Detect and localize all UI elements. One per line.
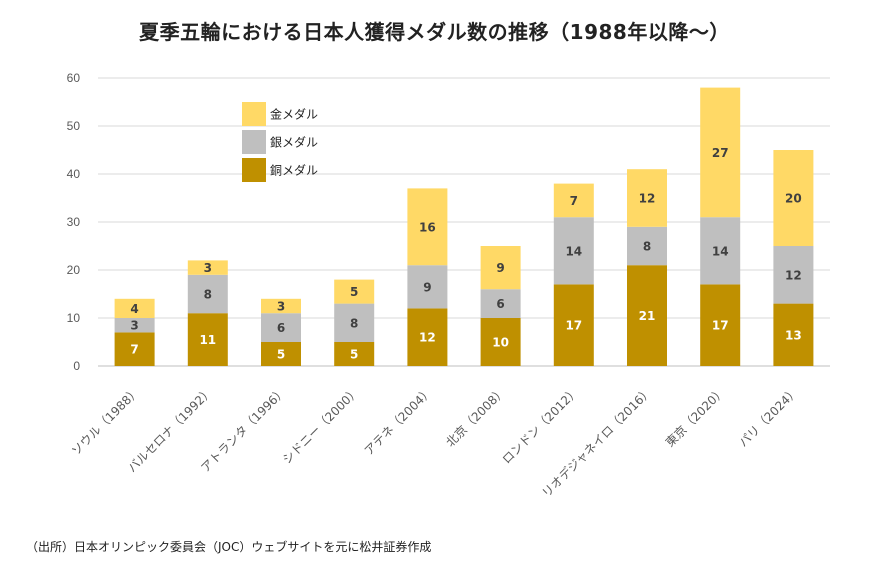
data-label: 7 bbox=[130, 343, 138, 357]
data-label: 8 bbox=[643, 240, 651, 254]
bar-segment bbox=[407, 188, 448, 266]
data-label: 10 bbox=[492, 336, 509, 350]
data-label: 8 bbox=[350, 316, 358, 330]
bar-segment bbox=[773, 246, 814, 304]
bar-segment bbox=[773, 150, 814, 246]
bar-segment bbox=[114, 332, 155, 366]
bar-segment bbox=[627, 226, 667, 266]
bar-segment bbox=[553, 183, 594, 218]
legend-swatch bbox=[242, 102, 266, 126]
data-label: 3 bbox=[130, 319, 138, 333]
bar-segment bbox=[480, 289, 521, 318]
data-label: 9 bbox=[496, 261, 504, 275]
data-label: 4 bbox=[130, 302, 138, 316]
data-label: 13 bbox=[785, 328, 802, 342]
bar-segment bbox=[627, 169, 667, 227]
data-label: 14 bbox=[712, 244, 729, 258]
legend-label: 金メダル bbox=[270, 107, 318, 122]
data-label: 8 bbox=[204, 288, 212, 302]
x-tick-label: シドニー（2000） bbox=[280, 384, 362, 466]
data-label: 11 bbox=[199, 333, 216, 347]
data-label: 17 bbox=[712, 319, 729, 333]
data-label: 5 bbox=[277, 348, 285, 362]
data-label: 12 bbox=[785, 268, 802, 282]
bar-segment bbox=[627, 265, 667, 366]
chart-title: 夏季五輪における日本人獲得メダル数の推移（1988年以降～） bbox=[139, 20, 730, 44]
bar-segment bbox=[700, 284, 741, 366]
bar-segment bbox=[334, 342, 375, 366]
data-label: 3 bbox=[277, 300, 285, 314]
y-tick-label: 10 bbox=[67, 311, 81, 325]
bar-segment bbox=[480, 246, 521, 290]
bar-segment bbox=[187, 274, 228, 314]
bar-segment bbox=[553, 284, 594, 366]
bar-segment bbox=[553, 217, 594, 285]
y-tick-label: 40 bbox=[67, 167, 81, 181]
bar-segment bbox=[261, 313, 301, 342]
data-label: 7 bbox=[570, 194, 578, 208]
x-tick-label: アテネ（2004） bbox=[362, 384, 436, 458]
bar-segment bbox=[700, 87, 741, 218]
data-label: 6 bbox=[277, 321, 285, 335]
data-label: 3 bbox=[204, 261, 212, 275]
bar-segment bbox=[187, 260, 228, 275]
bar-segment bbox=[187, 313, 228, 366]
bar-segment bbox=[407, 308, 448, 366]
bar-segment bbox=[773, 303, 814, 366]
data-label: 5 bbox=[350, 285, 358, 299]
data-label: 20 bbox=[785, 192, 802, 206]
data-label: 16 bbox=[419, 220, 436, 234]
bar-segment bbox=[334, 303, 375, 342]
data-label: 17 bbox=[565, 319, 582, 333]
source-note: （出所）日本オリンピック委員会（JOC）ウェブサイトを元に松井証券作成 bbox=[26, 540, 432, 554]
data-label: 14 bbox=[565, 244, 582, 258]
x-tick-label: ソウル（1988） bbox=[69, 384, 143, 458]
data-label: 27 bbox=[712, 146, 729, 160]
y-tick-label: 30 bbox=[67, 215, 81, 229]
data-label: 21 bbox=[639, 309, 656, 323]
legend-label: 銀メダル bbox=[270, 135, 318, 150]
y-tick-label: 50 bbox=[67, 119, 81, 133]
legend-swatch bbox=[242, 130, 266, 154]
bar-segment bbox=[407, 265, 448, 309]
bar-segment bbox=[700, 217, 741, 285]
bar-segment bbox=[261, 298, 301, 314]
y-tick-label: 60 bbox=[67, 71, 81, 85]
y-tick-label: 0 bbox=[73, 359, 80, 373]
bar-segment bbox=[334, 279, 375, 304]
data-label: 5 bbox=[350, 348, 358, 362]
data-label: 12 bbox=[419, 331, 436, 345]
x-tick-label: パリ（2024） bbox=[736, 384, 801, 449]
legend-swatch bbox=[242, 158, 266, 182]
bar-segment bbox=[114, 298, 155, 318]
y-tick-label: 20 bbox=[67, 263, 81, 277]
bar-segment bbox=[114, 318, 155, 333]
bar-segment bbox=[480, 318, 521, 366]
bar-segment bbox=[261, 342, 301, 366]
x-tick-label: ロンドン（2012） bbox=[500, 384, 582, 466]
x-tick-label: 東京（2020） bbox=[663, 384, 728, 449]
data-label: 9 bbox=[423, 280, 431, 294]
x-tick-label: 北京（2008） bbox=[443, 384, 508, 449]
data-label: 12 bbox=[639, 192, 656, 206]
legend-label: 銅メダル bbox=[270, 163, 318, 178]
data-label: 6 bbox=[496, 297, 504, 311]
